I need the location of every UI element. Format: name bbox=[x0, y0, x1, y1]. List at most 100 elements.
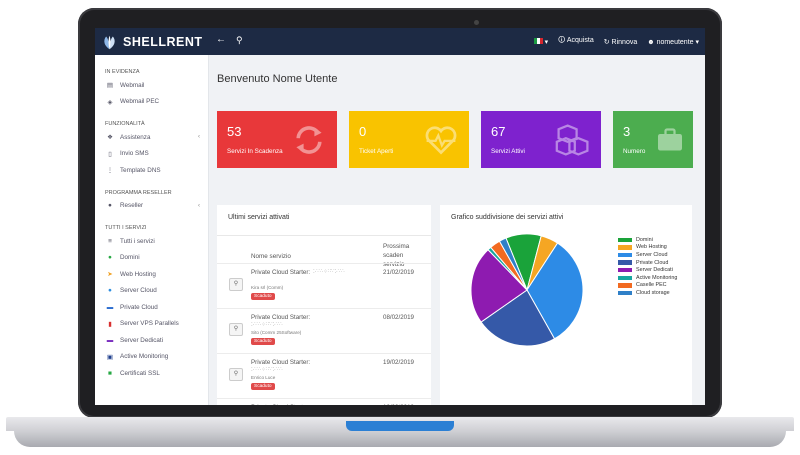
service-owner: Sito (Comm 25Software) bbox=[251, 330, 302, 335]
card-value: 0 bbox=[359, 124, 367, 139]
column-header-line-2: servizio bbox=[383, 261, 405, 268]
sidebar-item-label: Active Monitoring bbox=[120, 353, 169, 361]
list-icon: ≡ bbox=[108, 237, 112, 245]
language-selector[interactable]: ▾ bbox=[533, 37, 548, 46]
legend-swatch bbox=[618, 275, 632, 281]
legend-label: Caselle PEC bbox=[636, 282, 667, 289]
sidebar-item-label: Webmail bbox=[120, 81, 145, 89]
card-numero[interactable]: 3 Numero bbox=[613, 111, 693, 168]
sidebar-item-label: Server VPS Parallels bbox=[120, 320, 179, 328]
zoom-icon[interactable]: ⚲ bbox=[229, 278, 243, 291]
card-value: 67 bbox=[491, 124, 506, 139]
legend-item[interactable]: Domini bbox=[618, 236, 677, 244]
zoom-icon[interactable]: ⚲ bbox=[229, 323, 243, 336]
shield-icon: ◈ bbox=[107, 98, 113, 106]
zoom-icon[interactable]: ⚲ bbox=[229, 368, 243, 381]
table-row[interactable]: ⚲Private Cloud Starter:⁚∙∵∴⁘∷∵⁚∙∵∴COMmma… bbox=[217, 398, 431, 405]
laptop-base bbox=[6, 417, 794, 451]
sidebar-item-active-monitoring[interactable]: ▣ Active Monitoring bbox=[95, 349, 208, 366]
sidebar-item-label: Server Cloud bbox=[120, 287, 157, 295]
table-row[interactable]: ⚲ Private Cloud Starter: ⁚∙∵∴⁘∷∵⁚∙∵∴ Enrico… bbox=[217, 353, 431, 399]
sidebar-item-webmail-pec[interactable]: ◈ Webmail PEC bbox=[95, 94, 208, 111]
sidebar-item-assistenza[interactable]: ❖ Assistenza ‹ bbox=[95, 129, 208, 146]
legend-swatch bbox=[618, 290, 632, 296]
sidebar-item-domini[interactable]: ● Domini bbox=[95, 250, 208, 267]
pie-slice-cloud-storage[interactable] bbox=[498, 237, 528, 291]
refresh-icon bbox=[296, 126, 322, 154]
user-name: nomeutente ▾ bbox=[656, 38, 699, 46]
legend-item[interactable]: Caselle PEC bbox=[618, 282, 677, 290]
sidebar-item-template-dns[interactable]: ⋮ Template DNS bbox=[95, 162, 208, 179]
legend-item[interactable]: Private Cloud bbox=[618, 259, 677, 267]
sidebar-item-label: Reseller bbox=[120, 202, 144, 210]
screen: SHELLRENT ← ⚲ ▾ 🛈 Acquista ↻ Rinnova ☻ n… bbox=[95, 28, 705, 405]
sidebar-item-label: Template DNS bbox=[120, 166, 161, 174]
sidebar-item-label: Web Hosting bbox=[120, 270, 156, 278]
cloud-icon: ▬ bbox=[106, 303, 114, 311]
legend-item[interactable]: Active Monitoring bbox=[618, 274, 677, 282]
lock-icon: ■ bbox=[108, 369, 112, 377]
brand-name: SHELLRENT bbox=[123, 35, 203, 49]
user-menu[interactable]: ☻ nomeutente ▾ bbox=[647, 38, 699, 46]
table-row[interactable]: ⚲ Private Cloud Starter: ⁚∙∵∴⁘∷∵⁚∙∵∴ Sito (… bbox=[217, 308, 431, 354]
status-badge: Scaduto bbox=[251, 383, 275, 390]
sidebar-item-webmail[interactable]: ▤ Webmail bbox=[95, 77, 208, 94]
users-icon: ● bbox=[108, 202, 112, 210]
sidebar-item-tutti-i-servizi[interactable]: ≡ Tutti i servizi bbox=[95, 233, 208, 250]
sidebar-item-server-cloud[interactable]: ● Server Cloud bbox=[95, 283, 208, 300]
phone-icon: ▯ bbox=[108, 150, 112, 158]
briefcase-icon bbox=[658, 128, 682, 151]
expiry-date: 19/02/2019 bbox=[383, 359, 414, 366]
sidebar-item-reseller[interactable]: ● Reseller ‹ bbox=[95, 198, 208, 215]
pie-slice-server-dedicati[interactable] bbox=[470, 249, 528, 323]
column-header-prossima-scadenza[interactable]: Prossima scaden servizio bbox=[383, 242, 431, 269]
table-row[interactable]: ⚲ Private Cloud Starter: ⁚∙∵∴⁘∷∵⁚∙∵∴ Kira s… bbox=[217, 263, 431, 309]
card-value: 53 bbox=[227, 124, 242, 139]
card-ticket-aperti[interactable]: 0 Ticket Aperti bbox=[349, 111, 469, 168]
sidebar-item-invio-sms[interactable]: ▯ Invio SMS bbox=[95, 146, 208, 163]
page-title: Benvenuto Nome Utente bbox=[217, 73, 338, 85]
sidebar-item-server-dedicati[interactable]: ▬ Server Dedicati bbox=[95, 332, 208, 349]
laptop-notch bbox=[346, 421, 454, 431]
card-label: Servizi In Scadenza bbox=[227, 148, 283, 155]
sidebar-item-server-vps-parallels[interactable]: ▮ Server VPS Parallels bbox=[95, 316, 208, 333]
pie-slice-server-cloud[interactable] bbox=[526, 242, 584, 340]
top-navbar: SHELLRENT ← ⚲ ▾ 🛈 Acquista ↻ Rinnova ☻ n… bbox=[95, 28, 705, 55]
search-icon[interactable]: ⚲ bbox=[236, 35, 243, 45]
acquista-link[interactable]: 🛈 Acquista bbox=[558, 36, 594, 47]
rinnova-link[interactable]: ↻ Rinnova bbox=[604, 38, 638, 46]
sidebar-item-label: Server Dedicati bbox=[120, 336, 164, 344]
legend-item[interactable]: Server Cloud bbox=[618, 251, 677, 259]
refresh-icon: ↻ bbox=[603, 38, 610, 46]
redacted-text: ⁚∙∵∴⁘∷∵⁚∙∵∴ bbox=[251, 322, 283, 328]
column-header-nome-servizio[interactable]: Nome servizio bbox=[251, 253, 291, 260]
sidebar-item-label: Domini bbox=[120, 254, 140, 262]
cloud-icon: ● bbox=[108, 287, 112, 295]
card-label: Ticket Aperti bbox=[359, 148, 394, 155]
card-servizi-attivi[interactable]: 67 Servizi Attivi bbox=[481, 111, 601, 168]
sidebar-item-web-hosting[interactable]: ➤ Web Hosting bbox=[95, 266, 208, 283]
service-name: Private Cloud Starter: bbox=[251, 314, 311, 321]
chart-legend: Domini Web Hosting Server Cloud Private Clo… bbox=[618, 236, 677, 297]
legend-label: Server Cloud bbox=[636, 251, 668, 258]
legend-item[interactable]: Server Dedicati bbox=[618, 266, 677, 274]
sidebar-item-certificati-ssl[interactable]: ■ Certificati SSL bbox=[95, 365, 208, 382]
sidebar-item-private-cloud[interactable]: ▬ Private Cloud bbox=[95, 299, 208, 316]
sidebar-item-label: Tutti i servizi bbox=[120, 237, 155, 245]
legend-item[interactable]: Web Hosting bbox=[618, 244, 677, 252]
legend-label: Private Cloud bbox=[636, 259, 669, 266]
card-servizi-in-scadenza[interactable]: 53 Servizi In Scadenza bbox=[217, 111, 337, 168]
legend-swatch bbox=[618, 267, 632, 273]
sliders-icon: ⋮ bbox=[106, 167, 114, 175]
pie-chart bbox=[470, 233, 584, 347]
brand-logo[interactable]: SHELLRENT bbox=[101, 33, 203, 51]
back-arrow-icon[interactable]: ← bbox=[216, 34, 226, 45]
pie-slice-private-cloud[interactable] bbox=[480, 289, 556, 347]
legend-label: Active Monitoring bbox=[636, 274, 678, 281]
legend-item[interactable]: Cloud storage bbox=[618, 289, 677, 297]
heartbeat-icon bbox=[425, 126, 457, 155]
top-right-menu: ▾ 🛈 Acquista ↻ Rinnova ☻ nomeutente ▾ bbox=[533, 36, 699, 47]
inbox-icon: ▤ bbox=[106, 82, 114, 90]
service-name: Private Cloud Starter: bbox=[251, 359, 311, 366]
service-owner: Kira srl (Comm) bbox=[251, 285, 284, 290]
